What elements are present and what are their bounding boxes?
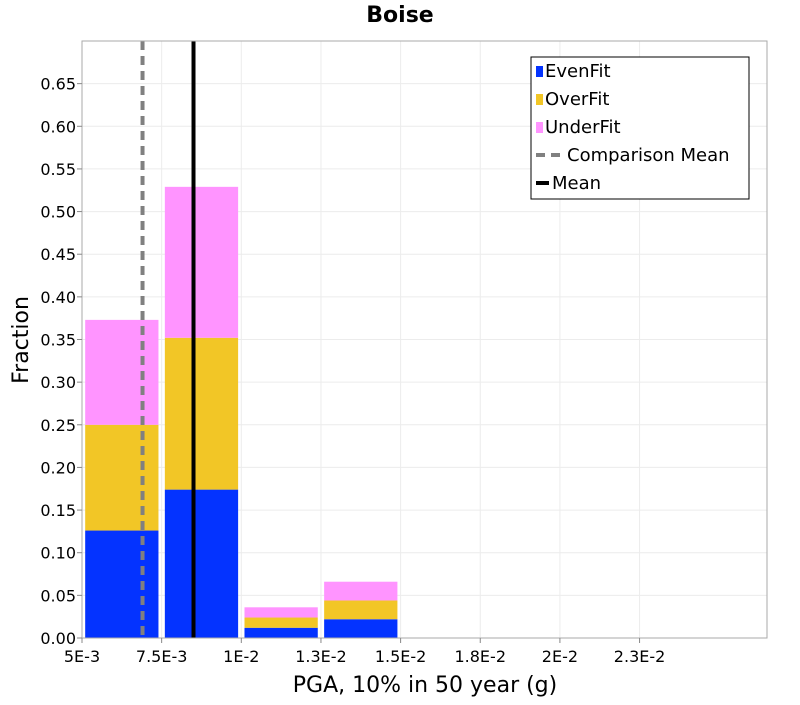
y-axis-ticks: 0.00 0.05 0.10 0.15 0.20 0.25 0.30 0.35 0.40 0.45… — [40, 75, 82, 648]
y-tick-label: 0.25 — [40, 416, 76, 435]
x-axis-ticks: 5E-3 7.5E-3 1E-2 1.3E-2 1.5E-2 1.8E-2 2E-2 2.3E… — [64, 638, 665, 666]
legend-label-underfit: UnderFit — [545, 117, 621, 138]
x-axis-label: PGA, 10% in 50 year (g) — [293, 673, 557, 698]
bar-overfit-1 — [85, 424, 159, 531]
bar-underfit-2 — [164, 186, 239, 338]
y-tick-label: 0.35 — [40, 331, 76, 350]
bar-evenfit-1 — [85, 530, 159, 638]
legend-swatch-underfit — [536, 122, 543, 133]
y-tick-label: 0.40 — [40, 288, 76, 307]
x-tick-label: 2.3E-2 — [614, 647, 666, 666]
bar-overfit-4 — [324, 600, 398, 620]
x-tick-label: 1.8E-2 — [454, 647, 506, 666]
x-tick-label: 1.3E-2 — [295, 647, 347, 666]
y-tick-label: 0.10 — [40, 544, 76, 563]
x-tick-label: 1.5E-2 — [375, 647, 427, 666]
x-tick-label: 1E-2 — [223, 647, 259, 666]
bars — [85, 186, 398, 638]
y-tick-label: 0.30 — [40, 373, 76, 392]
y-tick-label: 0.00 — [40, 629, 76, 648]
y-tick-label: 0.50 — [40, 203, 76, 222]
bar-evenfit-3 — [244, 627, 318, 638]
chart-title: Boise — [366, 3, 433, 28]
legend-label-overfit: OverFit — [545, 89, 609, 110]
bar-underfit-4 — [324, 581, 398, 601]
legend: EvenFit OverFit UnderFit Comparison Mean Mea… — [530, 56, 750, 200]
bar-underfit-1 — [85, 319, 159, 425]
y-tick-label: 0.55 — [40, 160, 76, 179]
bar-overfit-2 — [164, 337, 239, 490]
bar-evenfit-4 — [324, 619, 398, 638]
bar-overfit-3 — [244, 617, 318, 628]
legend-label-evenfit: EvenFit — [545, 61, 611, 82]
legend-swatch-overfit — [536, 94, 543, 105]
y-tick-label: 0.45 — [40, 245, 76, 264]
bar-underfit-3 — [244, 607, 318, 618]
legend-label-comparison-mean: Comparison Mean — [567, 145, 730, 166]
x-tick-label: 2E-2 — [542, 647, 578, 666]
y-axis-label: Fraction — [9, 296, 34, 384]
bar-evenfit-2 — [164, 489, 239, 638]
mean-lines — [140, 41, 196, 638]
y-tick-label: 0.15 — [40, 501, 76, 520]
y-tick-label: 0.60 — [40, 117, 76, 136]
legend-swatch-evenfit — [536, 66, 543, 77]
x-tick-label: 5E-3 — [64, 647, 100, 666]
y-tick-label: 0.05 — [40, 586, 76, 605]
y-tick-label: 0.65 — [40, 75, 76, 94]
x-tick-label: 7.5E-3 — [136, 647, 188, 666]
legend-box — [530, 56, 750, 200]
legend-label-mean: Mean — [552, 173, 601, 194]
y-tick-label: 0.20 — [40, 458, 76, 477]
